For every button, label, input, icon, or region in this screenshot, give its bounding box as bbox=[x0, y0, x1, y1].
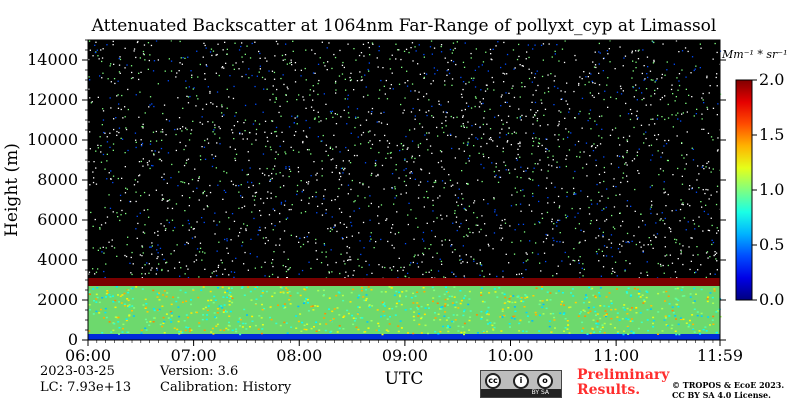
attribution-icon: i bbox=[513, 373, 529, 389]
y-tick-label: 14000 bbox=[27, 50, 78, 69]
x-tick-label: 10:00 bbox=[487, 346, 534, 365]
y-tick-label: 2000 bbox=[37, 290, 78, 309]
colorbar-unit-label: Mm⁻¹ * sr⁻¹ bbox=[722, 48, 788, 61]
chart-title: Attenuated Backscatter at 1064nm Far-Ran… bbox=[91, 16, 717, 36]
noise-speckle bbox=[88, 40, 722, 280]
x-tick-label: 08:00 bbox=[276, 346, 323, 365]
colorbar-tick-label: 0.0 bbox=[759, 290, 785, 309]
colorbar bbox=[735, 79, 753, 301]
y-tick-label: 12000 bbox=[27, 90, 78, 109]
y-tick-label: 8000 bbox=[37, 170, 78, 189]
cc-icon: cc bbox=[485, 373, 501, 389]
y-tick-label: 4000 bbox=[37, 250, 78, 269]
layer-0 bbox=[88, 334, 720, 340]
colorbar-tick-label: 1.5 bbox=[759, 125, 785, 144]
version-label: Version: 3.6 bbox=[160, 364, 239, 379]
aerosol-texture bbox=[88, 286, 722, 336]
cc-license-logo: cc i o BY SA bbox=[480, 370, 562, 398]
y-tick-label: 10000 bbox=[27, 130, 78, 149]
y-tick-label: 6000 bbox=[37, 210, 78, 229]
lidar-constant-label: LC: 7.93e+13 bbox=[40, 380, 132, 395]
x-tick-label: 09:00 bbox=[381, 346, 428, 365]
share-alike-icon: o bbox=[537, 373, 553, 389]
copyright-note: © TROPOS & EcoE 2023. CC BY SA 4.0 Licen… bbox=[672, 380, 785, 400]
date-label: 2023-03-25 bbox=[40, 364, 115, 379]
colorbar-tick-label: 2.0 bbox=[759, 70, 785, 89]
preliminary-results-note: Preliminary Results. bbox=[577, 367, 670, 398]
x-axis-label: UTC bbox=[384, 369, 424, 389]
calibration-label: Calibration: History bbox=[160, 380, 292, 395]
x-tick-label: 06:00 bbox=[64, 346, 112, 365]
colorbar-tick-label: 0.5 bbox=[759, 235, 785, 254]
colorbar-tick-label: 1.0 bbox=[759, 180, 785, 199]
layer-2 bbox=[88, 278, 720, 286]
y-tick-label: 0 bbox=[67, 330, 78, 349]
license-badge-text: BY SA bbox=[481, 389, 561, 397]
x-tick-label: 07:00 bbox=[170, 346, 217, 365]
x-tick-label: 11:00 bbox=[593, 346, 640, 365]
x-tick-label: 11:59 bbox=[696, 346, 744, 365]
